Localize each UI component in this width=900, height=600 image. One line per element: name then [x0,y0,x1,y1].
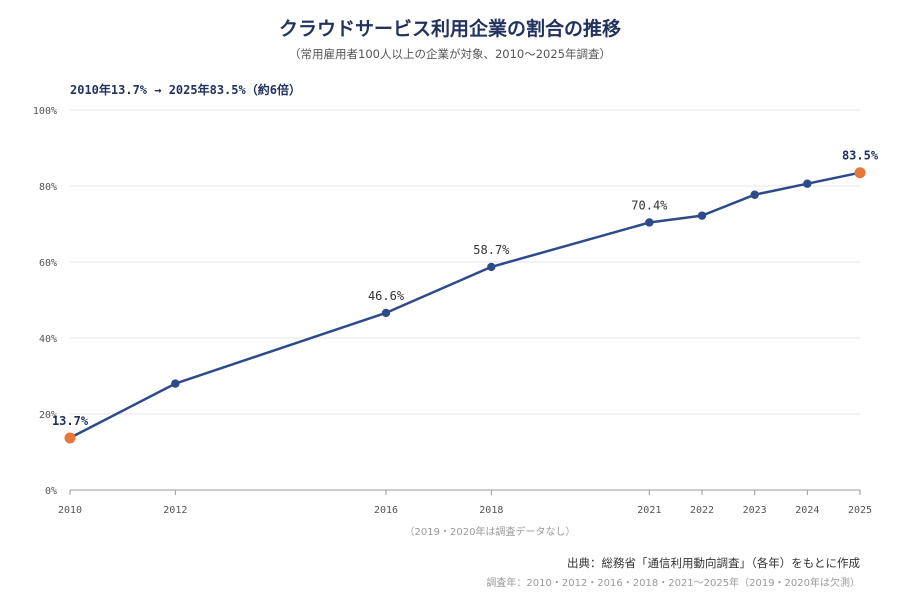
series-line-layer [68,171,862,440]
y-tick-label-40: 40% [39,334,57,345]
x-tick-label-2022: 2022 [690,505,714,516]
grid-lines [70,109,860,415]
missing-data-note: （2019・2020年は調査データなし） [404,527,576,538]
data-point-2023 [750,190,759,199]
chart-title: クラウドサービス利用企業の割合の推移 [278,18,621,40]
x-tick-label-2025: 2025 [848,505,872,516]
x-tick-label-2018: 2018 [479,505,503,516]
source-credit: 出典：総務省「通信利用動向調査」（各年）をもとに作成 [566,556,860,570]
growth-summary: 2010年13.7% → 2025年83.5%（約6倍） [70,83,301,97]
x-tick-label-2010: 2010 [58,505,82,516]
x-tick-label-2012: 2012 [163,505,187,516]
data-point-2010 [64,432,76,444]
x-tick-label-2023: 2023 [743,505,767,516]
x-tick-label-2016: 2016 [374,505,398,516]
x-tick-label-2021: 2021 [637,505,661,516]
data-label-2016: 46.6% [368,289,405,303]
data-label-2010: 13.7% [52,414,89,428]
data-point-2024 [803,179,812,188]
chart-subtitle: （常用雇用者100人以上の企業が対象、2010〜2025年調査） [289,47,611,61]
data-point-2012 [171,379,180,388]
data-label-2021: 70.4% [631,198,668,212]
y-tick-label-80: 80% [39,182,57,193]
x-tick-label-2024: 2024 [795,505,819,516]
data-point-2025 [854,167,866,179]
data-point-2021 [645,218,654,227]
y-tick-label-100: 100% [33,106,57,117]
series-line [68,171,862,440]
data-labels: 13.7% 46.6% 58.7% 70.4% 83.5% [52,149,879,428]
data-point-2016 [381,308,391,318]
data-label-2018: 58.7% [473,243,510,257]
y-tick-label-0: 0% [45,486,57,497]
data-point-2018 [487,262,496,272]
y-tick-label-20: 20% [39,410,57,421]
axes: 0% 20% 40% 60% 80% 100% 2010 2012 2016 2018 2021 20… [33,106,872,516]
data-point-2022 [697,211,707,220]
y-tick-label-60: 60% [39,258,57,269]
survey-years-note: 調査年：2010・2012・2016・2018・2021〜2025年（2019・… [486,578,860,589]
data-label-2025: 83.5% [842,149,879,163]
data-points [64,167,866,444]
